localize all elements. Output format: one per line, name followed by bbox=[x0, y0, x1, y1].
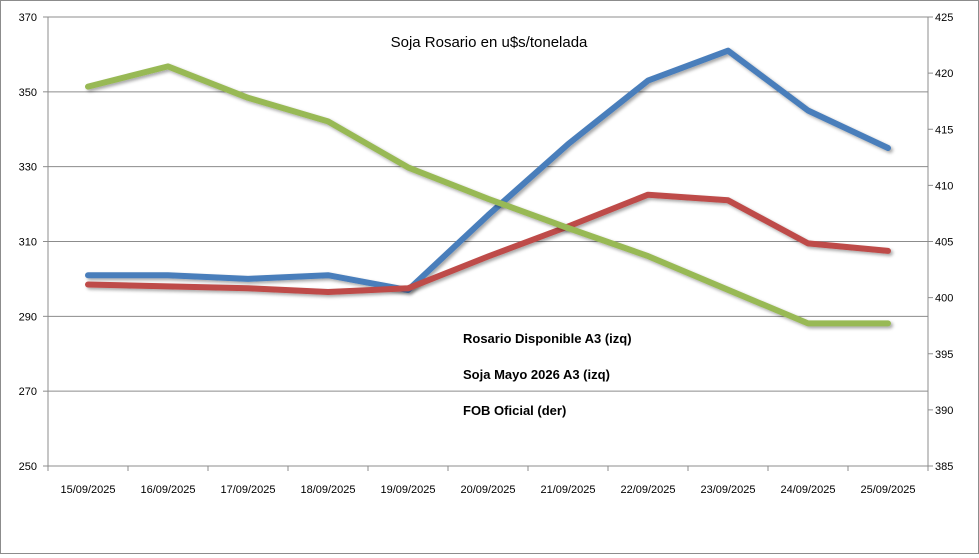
series-line bbox=[85, 63, 891, 327]
x-tick-label: 24/09/2025 bbox=[780, 484, 835, 496]
y-right-tick-label: 405 bbox=[935, 237, 953, 249]
y-left-tick-label: 370 bbox=[19, 12, 37, 24]
x-tick-label: 22/09/2025 bbox=[620, 484, 675, 496]
legend-label: FOB Oficial (der) bbox=[463, 403, 566, 418]
y-left-tick-label: 270 bbox=[19, 386, 37, 398]
y-right-tick-label: 410 bbox=[935, 180, 953, 192]
y-left-tick-label: 290 bbox=[19, 311, 37, 323]
y-left-tick-label: 250 bbox=[19, 461, 37, 473]
series-line bbox=[85, 47, 891, 294]
series-line bbox=[85, 191, 891, 295]
x-tick-label: 23/09/2025 bbox=[700, 484, 755, 496]
legend-label: Soja Mayo 2026 A3 (izq) bbox=[463, 367, 610, 382]
x-tick-label: 19/09/2025 bbox=[380, 484, 435, 496]
x-tick-label: 18/09/2025 bbox=[300, 484, 355, 496]
x-tick-label: 21/09/2025 bbox=[540, 484, 595, 496]
y-right-tick-label: 390 bbox=[935, 405, 953, 417]
y-right-tick-label: 425 bbox=[935, 12, 953, 24]
x-tick-label: 16/09/2025 bbox=[140, 484, 195, 496]
x-tick-label: 25/09/2025 bbox=[860, 484, 915, 496]
y-right-tick-label: 395 bbox=[935, 349, 953, 361]
y-right-tick-label: 385 bbox=[935, 461, 953, 473]
y-right-tick-label: 420 bbox=[935, 68, 953, 80]
legend-label: Rosario Disponible A3 (izq) bbox=[463, 331, 632, 346]
x-tick-label: 17/09/2025 bbox=[220, 484, 275, 496]
y-left-tick-label: 310 bbox=[19, 237, 37, 249]
x-tick-label: 20/09/2025 bbox=[460, 484, 515, 496]
y-right-tick-label: 400 bbox=[935, 293, 953, 305]
chart-title: Soja Rosario en u$s/tonelada bbox=[391, 34, 588, 51]
x-tick-label: 15/09/2025 bbox=[60, 484, 115, 496]
y-left-tick-label: 330 bbox=[19, 162, 37, 174]
y-right-tick-label: 415 bbox=[935, 124, 953, 136]
y-left-tick-label: 350 bbox=[19, 87, 37, 99]
